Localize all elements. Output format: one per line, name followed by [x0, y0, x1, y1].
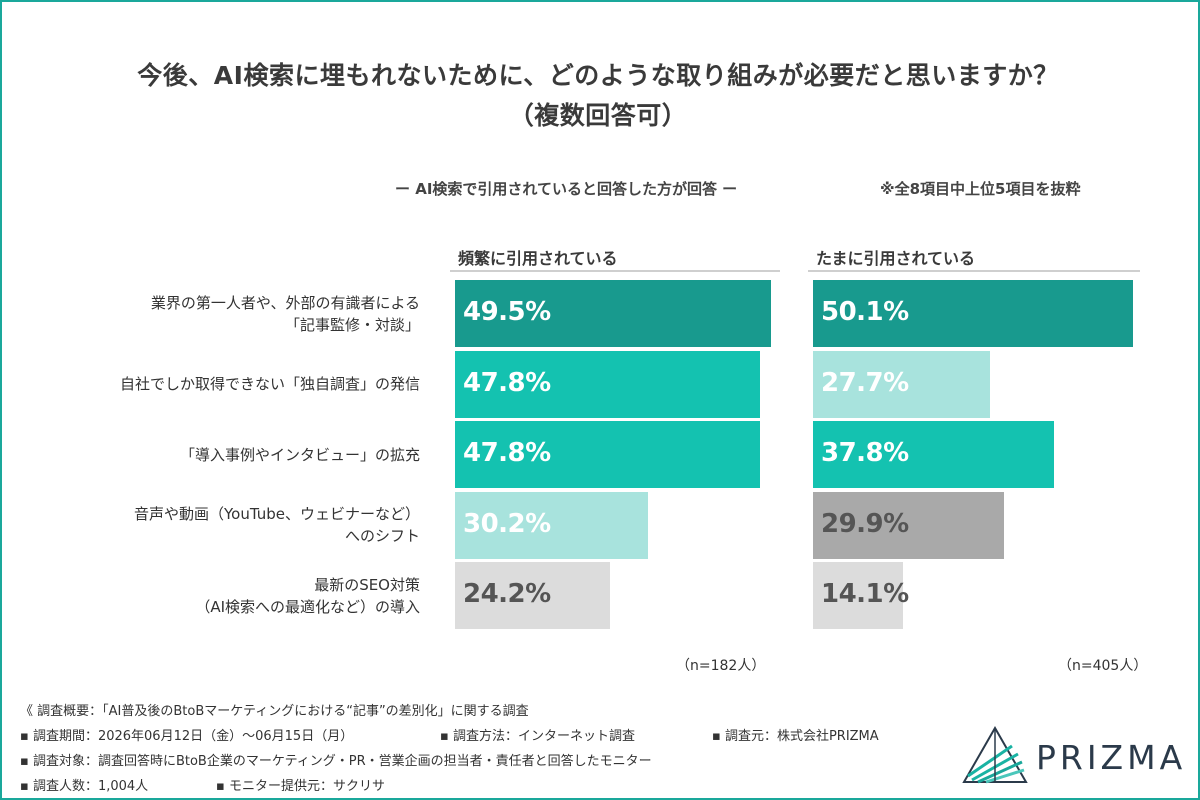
bar	[455, 280, 772, 347]
bar-value-label: 24.2%	[463, 579, 551, 609]
group-header-frequent: 頻繁に引用されている	[458, 249, 618, 268]
survey-period: ▪ 調査期間：2026年06月12日（金）〜06月15日（月）	[20, 729, 354, 744]
group-header-rule	[450, 270, 780, 272]
bar-value-label: 30.2%	[463, 508, 551, 539]
chart-title-line2: （複数回答可）	[508, 101, 688, 130]
bar	[813, 421, 1055, 488]
group-header-rule	[808, 270, 1140, 272]
bar-value-label: 29.9%	[821, 508, 909, 539]
bar-value-label: 14.1%	[821, 579, 909, 609]
category-label-line: へのシフト	[344, 527, 420, 545]
chart-title-line1: 今後、AI検索に埋もれないために、どのような取り組みが必要だと思いますか？	[137, 61, 1059, 90]
category-label-line: 最新のSEO対策	[314, 575, 420, 594]
bar-value-label: 37.8%	[821, 438, 909, 468]
bar	[813, 562, 904, 629]
category-label-line: 「導入事例やインタビュー」の拡充	[179, 445, 420, 464]
category-label: 最新のSEO対策 （AI検索への最適化など）の導入	[195, 574, 420, 618]
bar	[813, 491, 1004, 559]
monitor-provider: ▪ モニター提供元：サクリサ	[216, 779, 385, 794]
category-label-line: 自社でしか取得できない「独自調査」の発信	[119, 375, 420, 393]
bar	[455, 421, 761, 488]
survey-source: ▪ 調査元：株式会社PRIZMA	[712, 729, 879, 744]
bar	[455, 491, 648, 559]
bar-value-label: 50.1%	[821, 297, 909, 327]
survey-target: ▪ 調査対象：調査回答時にBtoB企業のマーケティング・PR・営業企画の担当者・…	[20, 754, 652, 769]
excerpt-note: ※全8項目中上位5項目を抜粋	[880, 180, 1081, 198]
bar-value-label: 27.7%	[821, 367, 909, 398]
respondent-note: ー AI検索で引用されていると回答した方が回答 ー	[395, 180, 738, 198]
group-header-occasional: たまに引用されている	[816, 249, 976, 268]
bar	[455, 350, 761, 418]
category-label: 自社でしか取得できない「独自調査」の発信	[120, 373, 420, 395]
category-label-line: （AI検索への最適化など）の導入	[195, 597, 420, 616]
bar-value-label: 49.5%	[463, 297, 551, 327]
category-label-line: 「記事監修・対談」	[284, 315, 420, 334]
category-label: 「導入事例やインタビュー」の拡充	[180, 444, 420, 466]
bar	[455, 562, 610, 629]
sample-size-frequent: （n=182人）	[676, 658, 766, 674]
survey-count: ▪ 調査人数：1,004人	[20, 779, 149, 794]
category-label: 業界の第一人者や、外部の有識者による「記事監修・対談」	[151, 292, 420, 336]
brand-logo-text: PRIZMA	[1036, 738, 1187, 777]
bar-value-label: 47.8%	[463, 367, 551, 398]
bar-value-label: 47.8%	[463, 438, 551, 468]
survey-overview: 《 調査概要：「AI普及後のBtoBマーケティングにおける“記事”の差別化」に関…	[20, 704, 529, 719]
category-label-line: 業界の第一人者や、外部の有識者による	[150, 293, 420, 312]
survey-method: ▪ 調査方法：インターネット調査	[440, 729, 635, 744]
category-label: 音声や動画（YouTube、ウェビナーなど） へのシフト	[134, 503, 420, 547]
bar	[813, 350, 990, 418]
sample-size-occasional: （n=405人）	[1058, 658, 1148, 674]
bar	[813, 280, 1133, 347]
prism-logo-icon	[962, 726, 1028, 784]
category-label-line: 音声や動画（YouTube、ウェビナーなど）	[134, 505, 420, 523]
